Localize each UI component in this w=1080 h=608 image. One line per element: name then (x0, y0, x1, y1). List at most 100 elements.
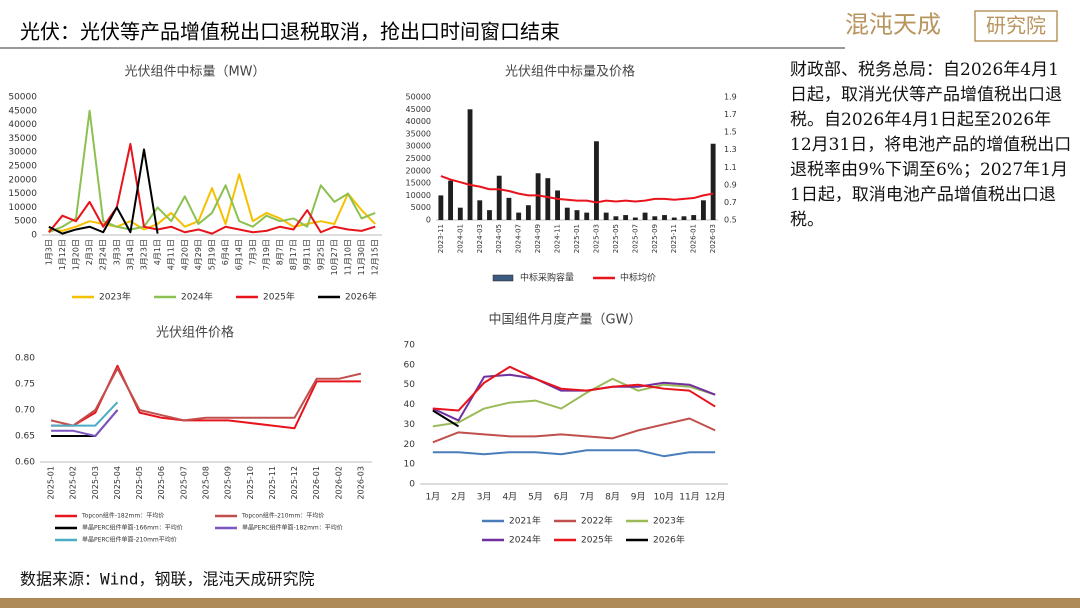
x-tick-label: 7月19日 (262, 239, 271, 270)
x-tick-label: 2025-03 (592, 224, 600, 253)
y-tick-label: 0 (409, 480, 415, 490)
x-tick-label: 2024-01 (456, 224, 464, 253)
x-tick-label: 2025-05 (612, 224, 620, 253)
bar (545, 178, 551, 220)
x-tick-label: 5月 (528, 492, 543, 503)
legend-label: 中标均价 (620, 272, 656, 284)
x-tick-label: 2024-03 (476, 224, 484, 253)
bar (652, 216, 658, 220)
bar (691, 215, 697, 220)
x-tick-label: 4月11日 (167, 239, 176, 270)
y-tick-label: 60 (404, 360, 416, 370)
bar (487, 210, 492, 220)
x-tick-label: 2025-12 (290, 466, 299, 499)
legend-label: 2023年 (653, 515, 685, 527)
series-line (440, 175, 714, 204)
x-tick-label: 11月 (679, 492, 699, 503)
x-tick-label: 2月3日 (85, 239, 94, 265)
x-tick-label: 2023-11 (437, 224, 445, 253)
y-tick-label: 35000 (8, 134, 37, 144)
bar (623, 215, 629, 220)
y-tick-label: 10000 (406, 191, 431, 200)
y-tick-label: 25000 (406, 154, 431, 163)
x-tick-label: 2024-09 (534, 224, 542, 253)
y-tick-label: 50000 (406, 93, 431, 102)
x-tick-label: 2月24日 (99, 239, 108, 270)
y-tick-label: 0.70 (15, 406, 35, 416)
x-tick-label: 2025-08 (202, 466, 211, 499)
x-tick-label: 4月 (502, 492, 517, 503)
y-tick-label: 40000 (8, 120, 37, 130)
bar (632, 217, 638, 220)
y-tick-label: 40000 (406, 117, 431, 126)
x-tick-label: 2025-07 (179, 466, 188, 499)
x-tick-label: 11月10日 (344, 239, 353, 275)
x-tick-label: 2024-05 (495, 224, 503, 253)
series-line (432, 365, 716, 412)
x-tick-label: 2025-11 (670, 224, 678, 253)
bar (700, 200, 706, 220)
x-tick-label: 1月 (425, 492, 440, 503)
series-line (51, 364, 361, 430)
series-line (51, 409, 119, 437)
chart-title: 光伏组件中标量及价格 (505, 64, 635, 80)
y-tick-label: 45000 (406, 105, 431, 114)
x-tick-label: 2025-11 (268, 466, 277, 499)
x-tick-label: 6月4日 (221, 239, 230, 265)
bar (603, 212, 609, 220)
y2-tick-label: 1.1 (724, 163, 737, 172)
x-tick-label: 2024-07 (515, 224, 523, 253)
y-tick-label: 20000 (8, 175, 37, 185)
y-tick-label: 10 (404, 460, 416, 470)
y-tick-label: 0 (426, 216, 431, 225)
y-tick-label: 10000 (8, 203, 37, 213)
x-tick-label: 1月12日 (58, 239, 67, 270)
x-tick-label: 3月14日 (126, 239, 135, 270)
x-tick-label: 9月25日 (316, 239, 325, 270)
y2-tick-label: 1.9 (724, 93, 737, 102)
y-tick-label: 0.60 (15, 458, 35, 468)
bar (457, 207, 463, 220)
chart-title: 光伏组件中标量（MW） (124, 65, 265, 80)
y-tick-label: 70 (404, 341, 416, 351)
bar (584, 212, 590, 220)
x-tick-label: 2025-09 (224, 466, 233, 499)
series-line (51, 401, 119, 427)
series-line (432, 377, 716, 428)
x-tick-label: 3月3日 (112, 239, 121, 265)
x-tick-label: 1月3日 (44, 239, 53, 265)
bar (555, 190, 560, 220)
legend-label: 2023年 (99, 291, 131, 303)
legend-label: Topcon组件-210mm：平均价 (241, 512, 324, 520)
series-line (432, 409, 460, 428)
y-tick-label: 30 (404, 420, 416, 430)
x-tick-label: 1月20日 (72, 239, 81, 270)
legend-label: 单晶PERC组件单面-182mm：平均价 (242, 524, 343, 532)
y-tick-label: 0.75 (15, 380, 35, 390)
y2-tick-label: 1.7 (724, 110, 737, 119)
x-tick-label: 2026-03 (709, 224, 717, 253)
bar (525, 205, 531, 220)
x-tick-label: 7月 (579, 492, 594, 503)
y2-tick-label: 0.5 (724, 216, 737, 225)
legend-label: 中标采购容量 (520, 272, 574, 284)
bar (662, 215, 667, 220)
x-tick-label: 2025-05 (135, 466, 144, 499)
logo-name: 混沌天成 (845, 11, 941, 39)
x-tick-label: 7月3日 (248, 239, 257, 265)
legend-label: 2025年 (263, 291, 295, 303)
series-line (50, 367, 362, 427)
x-tick-label: 8月 (605, 492, 620, 503)
x-tick-label: 12月 (705, 492, 725, 503)
y-tick-label: 35000 (406, 129, 431, 138)
legend-label: 2021年 (509, 515, 541, 527)
y-tick-label: 20 (404, 440, 416, 450)
y2-tick-label: 1.3 (724, 145, 737, 154)
x-tick-label: 9月 (631, 492, 646, 503)
x-tick-label: 2026-03 (356, 466, 365, 499)
legend-label: 单晶PERC组件单面-166mm：平均价 (82, 524, 183, 532)
logo-box (974, 10, 1058, 42)
bar (681, 216, 687, 220)
